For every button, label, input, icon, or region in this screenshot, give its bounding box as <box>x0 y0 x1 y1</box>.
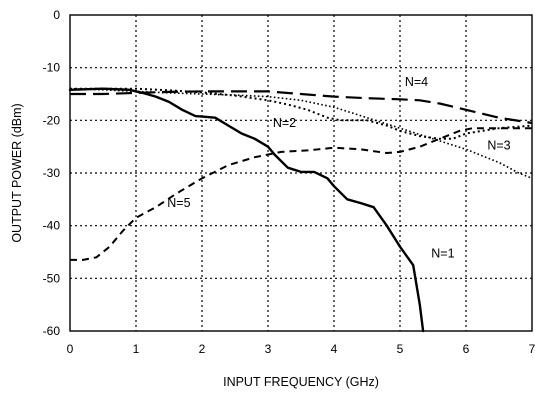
y-tick-label: -60 <box>43 324 61 338</box>
y-tick-label: -50 <box>43 271 61 285</box>
x-tick-label: 2 <box>199 342 206 356</box>
series-line-n1 <box>68 87 425 333</box>
x-axis-label: INPUT FREQUENCY (GHz) <box>223 375 379 389</box>
tick-labels: 0 1 2 3 4 5 6 7 0 -10 -20 -30 -40 -50 -60 <box>43 8 535 356</box>
y-axis-label: OUTPUT POWER (dBm) <box>10 103 24 242</box>
series-label: N=5 <box>167 196 190 210</box>
series-group <box>68 87 533 333</box>
series-labels: N=1 N=2 N=3 N=4 N=5 <box>167 75 510 260</box>
series-line-n3 <box>69 87 533 180</box>
x-tick-label: 5 <box>397 342 404 356</box>
plot-frame <box>69 14 533 332</box>
series-label: N=2 <box>273 116 296 130</box>
series-line-n2 <box>70 87 533 140</box>
series-label: N=3 <box>487 138 510 152</box>
y-tick-label: -40 <box>43 219 61 233</box>
x-tick-label: 3 <box>265 342 272 356</box>
y-tick-label: -10 <box>43 61 61 75</box>
x-tick-label: 7 <box>529 342 535 356</box>
series-line-n5 <box>70 127 532 261</box>
x-tick-label: 4 <box>331 342 338 356</box>
x-tick-label: 0 <box>67 342 74 356</box>
series-line-n4 <box>70 90 533 125</box>
series-label: N=4 <box>405 75 428 89</box>
y-tick-label: -30 <box>43 166 61 180</box>
x-tick-label: 6 <box>463 342 470 356</box>
series-label: N=1 <box>431 246 454 260</box>
y-tick-label: -20 <box>43 113 61 127</box>
x-tick-label: 1 <box>133 342 140 356</box>
y-tick-label: 0 <box>53 8 60 22</box>
